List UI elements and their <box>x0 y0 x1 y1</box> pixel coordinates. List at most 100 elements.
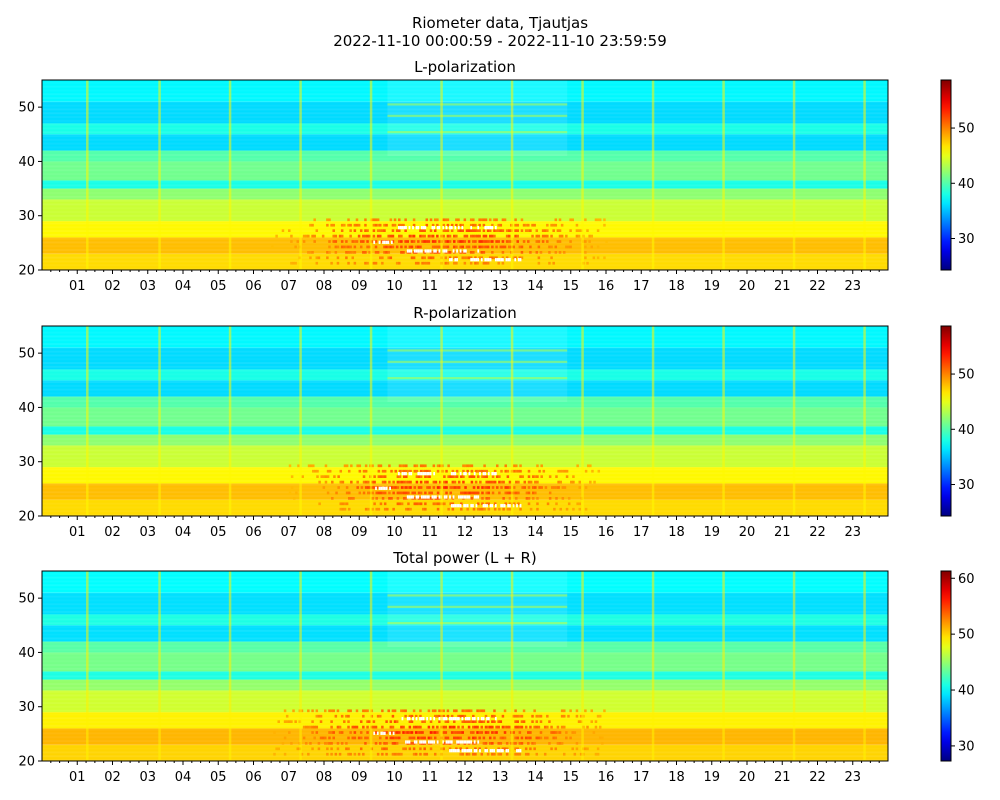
striation <box>42 453 888 456</box>
saturated-cell <box>419 472 421 476</box>
enhancement-cell <box>294 720 297 723</box>
enhancement-cell <box>328 240 331 243</box>
enhancement-cell <box>275 747 278 751</box>
enhancement-cell <box>459 752 462 756</box>
enhancement-cell <box>462 480 465 484</box>
mid-day-band <box>387 326 568 402</box>
saturated-cell <box>417 495 420 499</box>
saturated-cell <box>442 717 444 721</box>
spike-line <box>440 80 443 270</box>
enhancement-cell <box>557 469 560 473</box>
enhancement-cell <box>520 218 524 222</box>
x-tick-label: 21 <box>774 279 791 294</box>
saturated-cell <box>512 504 515 508</box>
saturated-cell <box>376 731 379 735</box>
enhancement-cell <box>555 475 558 478</box>
saturated-cell <box>443 495 446 499</box>
enhancement-cell <box>457 240 460 243</box>
enhancement-cell <box>476 475 480 478</box>
enhancement-cell <box>453 709 456 713</box>
enhancement-cell <box>527 486 531 489</box>
striation <box>42 264 888 267</box>
enhancement-cell <box>553 486 556 489</box>
striation <box>42 637 888 640</box>
enhancement-cell <box>412 223 416 227</box>
enhancement-cell <box>554 747 558 751</box>
enhancement-cell <box>448 240 452 243</box>
enhancement-cell <box>474 234 477 238</box>
saturated-cell <box>500 258 503 262</box>
saturated-cell <box>487 472 490 476</box>
saturated-cell <box>463 249 465 253</box>
y-tick-label: 30 <box>18 700 35 715</box>
x-tick-label: 18 <box>668 770 685 785</box>
enhancement-cell <box>311 223 314 227</box>
saturated-cell <box>443 717 446 721</box>
enhancement-cell <box>565 234 568 238</box>
x-tick-label: 01 <box>69 279 86 294</box>
striation <box>42 407 888 410</box>
enhancement-cell <box>486 725 490 729</box>
enhancement-cell <box>467 752 471 756</box>
enhancement-cell <box>366 709 369 713</box>
enhancement-cell <box>431 240 435 243</box>
enhancement-cell <box>402 469 406 473</box>
enhancement-cell <box>419 736 422 740</box>
enhancement-cell <box>385 752 388 756</box>
x-tick-label: 01 <box>69 770 86 785</box>
saturated-cell <box>484 749 487 753</box>
enhancement-cell <box>485 480 488 484</box>
enhancement-cell <box>575 742 579 745</box>
saturated-cell <box>466 495 469 499</box>
saturated-cell <box>482 717 485 721</box>
enhancement-cell <box>469 218 473 222</box>
enhancement-cell <box>499 736 503 740</box>
enhancement-cell <box>367 507 370 511</box>
enhancement-cell <box>320 475 323 478</box>
striation <box>42 419 888 421</box>
saturated-cell <box>477 226 480 230</box>
enhancement-cell <box>366 720 369 723</box>
enhancement-cell <box>469 720 473 723</box>
saturated-cell <box>507 749 510 753</box>
enhancement-cell <box>413 491 417 495</box>
saturated-cell <box>461 226 464 230</box>
saturated-cell <box>408 495 411 499</box>
band-7 <box>42 150 888 162</box>
enhancement-cell <box>402 486 406 489</box>
enhancement-cell <box>572 507 575 511</box>
enhancement-cell <box>531 714 534 718</box>
enhancement-cell <box>330 223 333 227</box>
saturated-cell <box>491 472 494 476</box>
enhancement-cell <box>453 261 456 265</box>
saturated-cell <box>424 472 427 476</box>
enhancement-cell <box>500 480 503 484</box>
enhancement-cell <box>362 752 365 756</box>
enhancement-cell <box>461 240 464 243</box>
saturated-cell <box>505 258 508 262</box>
enhancement-cell <box>324 709 327 713</box>
enhancement-cell <box>438 714 441 718</box>
enhancement-cell <box>324 742 327 745</box>
enhancement-cell <box>443 475 446 478</box>
enhancement-cell <box>486 245 490 249</box>
enhancement-cell <box>515 491 518 495</box>
enhancement-cell <box>535 240 539 243</box>
saturated-cell <box>433 495 436 499</box>
enhancement-cell <box>567 245 570 249</box>
enhancement-cell <box>603 256 606 260</box>
saturated-cell <box>378 486 381 490</box>
enhancement-cell <box>324 736 327 740</box>
enhancement-cell <box>537 234 541 238</box>
enhancement-cell <box>481 475 484 478</box>
enhancement-cell <box>432 464 436 468</box>
enhancement-cell <box>592 731 596 734</box>
enhancement-cell <box>408 736 412 740</box>
enhancement-cell <box>429 229 433 232</box>
enhancement-cell <box>474 747 477 751</box>
panel-title-1: R-polarization <box>413 304 516 322</box>
saturated-cell <box>426 472 428 476</box>
enhancement-cell <box>539 251 543 254</box>
enhancement-cell <box>400 502 404 506</box>
